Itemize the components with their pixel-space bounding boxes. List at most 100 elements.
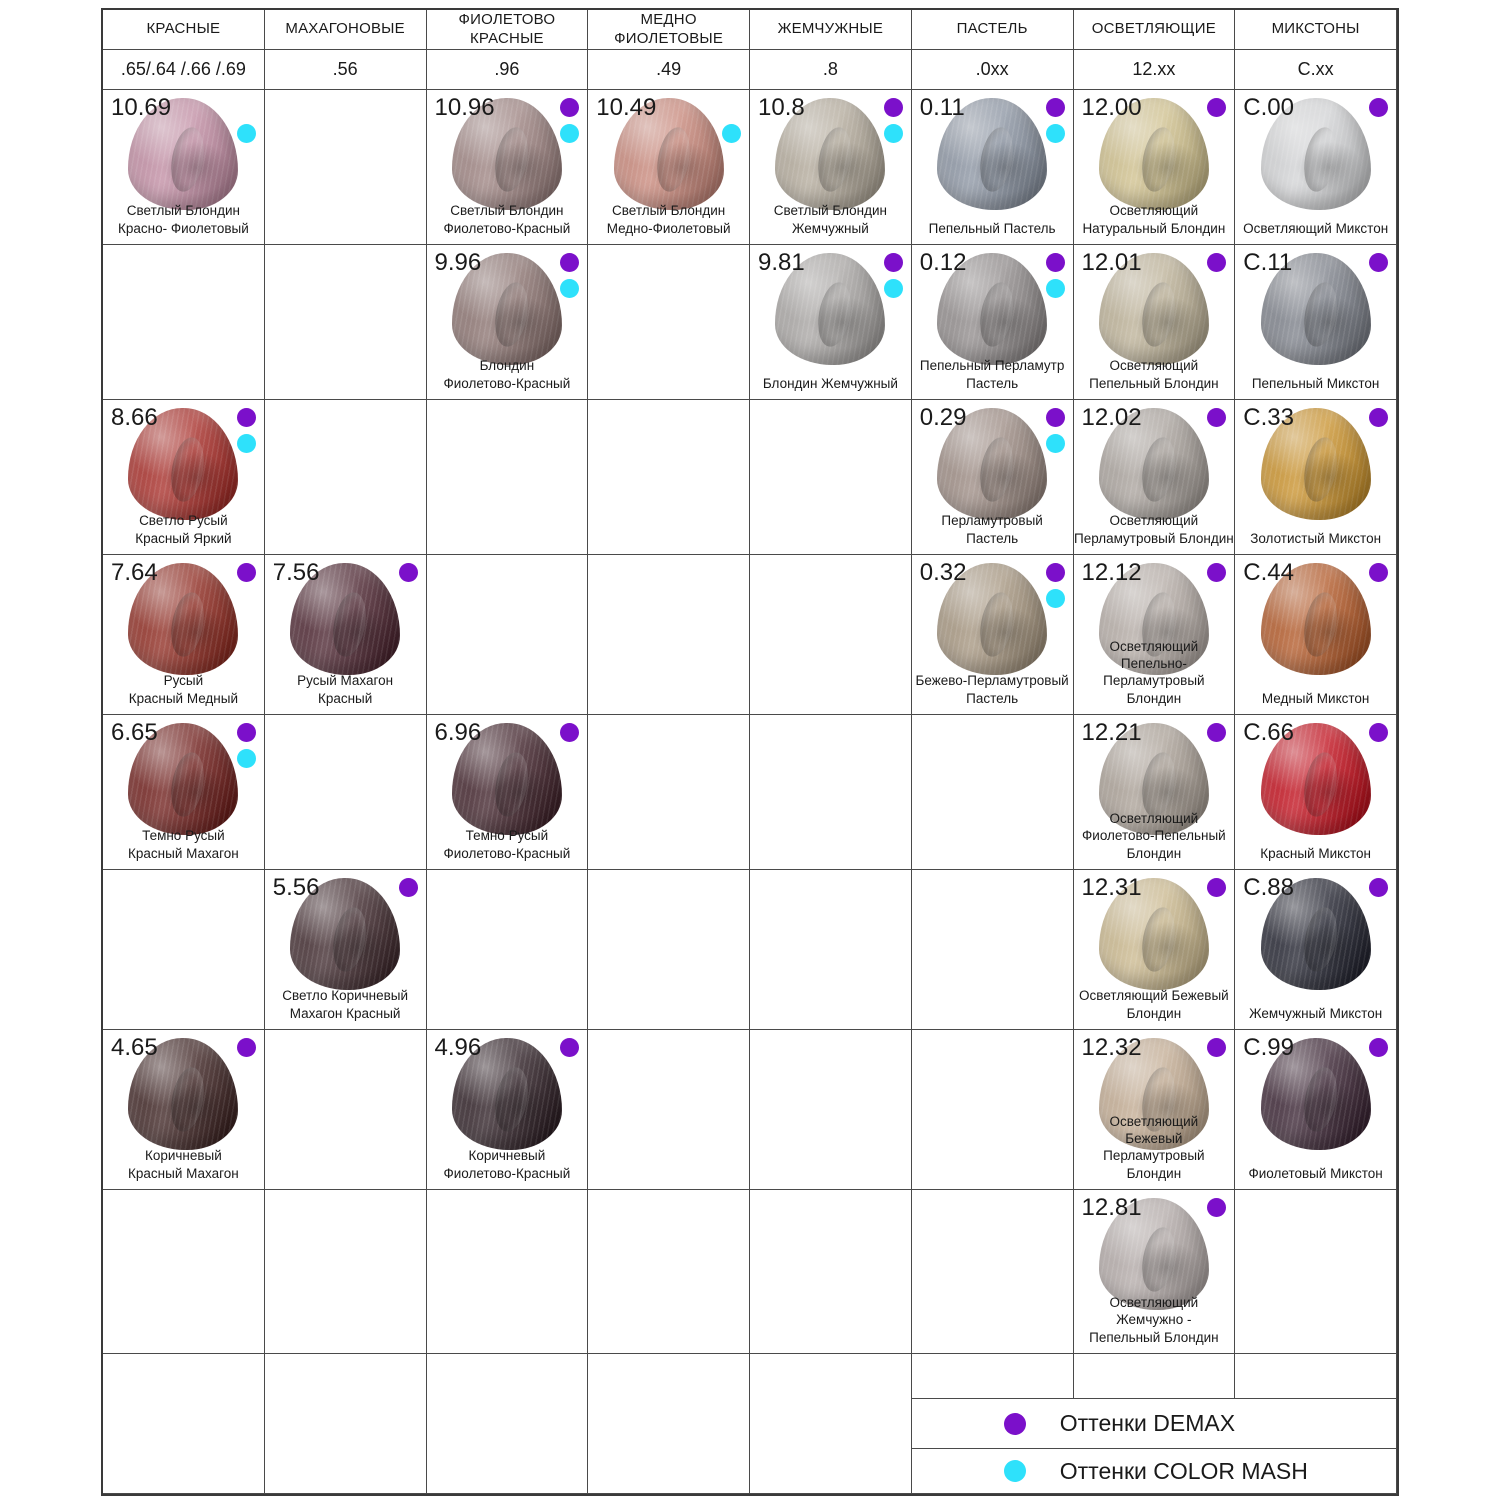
- shade-cell-7.64: 7.64 Русый Красный Медный: [103, 555, 265, 715]
- hair-swatch: [1260, 408, 1371, 520]
- hair-swatch: [1098, 253, 1209, 365]
- demax-dot-icon: [560, 1038, 580, 1057]
- shade-cell-12.12: 12.12 Осветляющий Пепельно-Перламутровый …: [1073, 555, 1236, 715]
- demax-dot-icon: [236, 1038, 256, 1057]
- hair-swatch: [1260, 98, 1371, 210]
- shade-name: Светлый Блондин Фиолетово-Красный: [443, 203, 571, 236]
- shade-code: 10.49: [596, 94, 657, 121]
- empty-cell: [588, 245, 750, 400]
- shade-name: Золотистый Микстон: [1250, 530, 1382, 546]
- shade-cell-5.56: 5.56 Светло Коричневый Махагон Красный: [264, 870, 427, 1030]
- shade-cell-12.81: 12.81 Осветляющий Жемчужно - Пепельный Бл…: [1073, 1190, 1236, 1354]
- shade-code: 12.21: [1081, 719, 1142, 746]
- shade-code: C.00: [1243, 94, 1294, 121]
- shade-name: Светлый Блондин Красно- Фиолетовый: [118, 203, 249, 236]
- demax-dot-icon: [1003, 1412, 1026, 1435]
- empty-cell: [426, 870, 589, 1030]
- empty-cell: [588, 400, 750, 555]
- shade-cell-4.96: 4.96 Коричневый Фиолетово-Красный: [426, 1030, 589, 1190]
- empty-cell: [103, 1354, 265, 1494]
- hair-swatch: [128, 723, 239, 835]
- column-title-pearl: ЖЕМЧУЖНЫЕ: [750, 10, 912, 50]
- shade-name: Фиолетовый Микстон: [1248, 1165, 1383, 1181]
- shade-name: Пепельный Микстон: [1251, 375, 1380, 391]
- empty-cell: [1235, 1190, 1397, 1354]
- legend-colormash-label: Оттенки COLOR MASH: [1059, 1457, 1308, 1484]
- shade-code: 6.96: [434, 719, 482, 746]
- shade-code: 0.11: [919, 94, 965, 121]
- hair-swatch: [1098, 98, 1209, 210]
- shade-name: Коричневый Фиолетово-Красный: [443, 1148, 571, 1181]
- demax-dot-icon: [883, 253, 903, 272]
- empty-cell: [264, 715, 427, 870]
- dot-indicators: [236, 408, 256, 453]
- dot-indicators: [398, 878, 418, 897]
- shade-cell-C.44: C.44 Медный Микстон: [1235, 555, 1397, 715]
- demax-dot-icon: [236, 408, 256, 427]
- demax-dot-icon: [1369, 878, 1388, 897]
- demax-dot-icon: [883, 98, 903, 117]
- shade-code: 7.64: [111, 559, 158, 586]
- empty-cell: [588, 715, 750, 870]
- shade-cell-0.11: 0.11 Пепельный Пастель: [911, 90, 1074, 245]
- shade-name: Осветляющий Пепельный Блондин: [1089, 358, 1219, 391]
- dot-indicators: [236, 1038, 256, 1057]
- hair-swatch: [937, 98, 1048, 210]
- shade-name: Светло Коричневый Махагон Красный: [282, 988, 409, 1021]
- dot-indicators: [1045, 98, 1065, 143]
- empty-cell: [750, 1354, 912, 1494]
- shade-cell-C.99: C.99 Фиолетовый Микстон: [1235, 1030, 1397, 1190]
- empty-cell: [911, 1030, 1074, 1190]
- dot-indicators: [1207, 253, 1227, 272]
- shade-code: 8.66: [111, 404, 158, 431]
- colormash-dot-icon: [883, 124, 903, 143]
- shade-cell-C.66: C.66 Красный Микстон: [1235, 715, 1397, 870]
- demax-dot-icon: [1369, 253, 1388, 272]
- shade-cell-12.31: 12.31 Осветляющий Бежевый Блондин: [1073, 870, 1236, 1030]
- shade-name: Жемчужный Микстон: [1249, 1005, 1383, 1021]
- shade-code: 9.96: [434, 249, 482, 276]
- dot-indicators: [1045, 253, 1065, 298]
- hair-swatch: [1098, 878, 1209, 990]
- shade-cell-7.56: 7.56 Русый Махагон Красный: [264, 555, 427, 715]
- dot-indicators: [883, 98, 903, 143]
- dot-indicators: [560, 723, 580, 742]
- shade-code: 12.31: [1081, 874, 1142, 901]
- demax-dot-icon: [1207, 98, 1227, 117]
- shade-name: Светло Русый Красный Яркий: [135, 513, 232, 546]
- hair-swatch: [128, 1038, 239, 1150]
- shade-code: 10.8: [758, 94, 805, 121]
- empty-cell: [588, 870, 750, 1030]
- hair-swatch: [937, 253, 1048, 365]
- demax-dot-icon: [1369, 98, 1388, 117]
- shade-cell-10.8: 10.8 Светлый Блондин Жемчужный: [750, 90, 912, 245]
- hair-swatch: [1260, 723, 1371, 835]
- column-title-pastel: ПАСТЕЛЬ: [911, 10, 1074, 50]
- empty-cell: [264, 245, 427, 400]
- empty-cell: [911, 1190, 1074, 1354]
- shade-name: Русый Красный Медный: [128, 673, 238, 706]
- demax-dot-icon: [236, 563, 256, 582]
- column-code-pastel: .0xx: [911, 50, 1074, 90]
- shade-cell-9.96: 9.96 Блондин Фиолетово-Красный: [426, 245, 589, 400]
- dot-indicators: [1369, 408, 1388, 427]
- dot-indicators: [722, 124, 741, 143]
- demax-dot-icon: [398, 878, 418, 897]
- shade-name: Пепельный Пастель: [928, 220, 1056, 236]
- shade-code: 12.00: [1081, 94, 1142, 121]
- empty-cell: [264, 1030, 427, 1190]
- shade-code: C.11: [1243, 249, 1293, 276]
- demax-dot-icon: [1369, 1038, 1388, 1057]
- shade-cell-C.88: C.88 Жемчужный Микстон: [1235, 870, 1397, 1030]
- shade-cell-12.32: 12.32 Осветляющий Бежевый Перламутровый Б…: [1073, 1030, 1236, 1190]
- shade-name: Бежево-Перламутровый Пастель: [915, 673, 1069, 706]
- shade-cell-10.69: 10.69 Светлый Блондин Красно- Фиолетовый: [103, 90, 265, 245]
- empty-cell: [1073, 1354, 1236, 1399]
- shade-cell-C.00: C.00 Осветляющий Микстон: [1235, 90, 1397, 245]
- shade-name: Осветляющий Бежевый Перламутровый Блонди…: [1103, 1113, 1205, 1181]
- legend-demax-label: Оттенки DEMAX: [1059, 1410, 1236, 1436]
- hair-swatch: [451, 1038, 562, 1150]
- empty-cell: [426, 1190, 589, 1354]
- demax-dot-icon: [1369, 723, 1388, 742]
- dot-indicators: [1207, 408, 1227, 427]
